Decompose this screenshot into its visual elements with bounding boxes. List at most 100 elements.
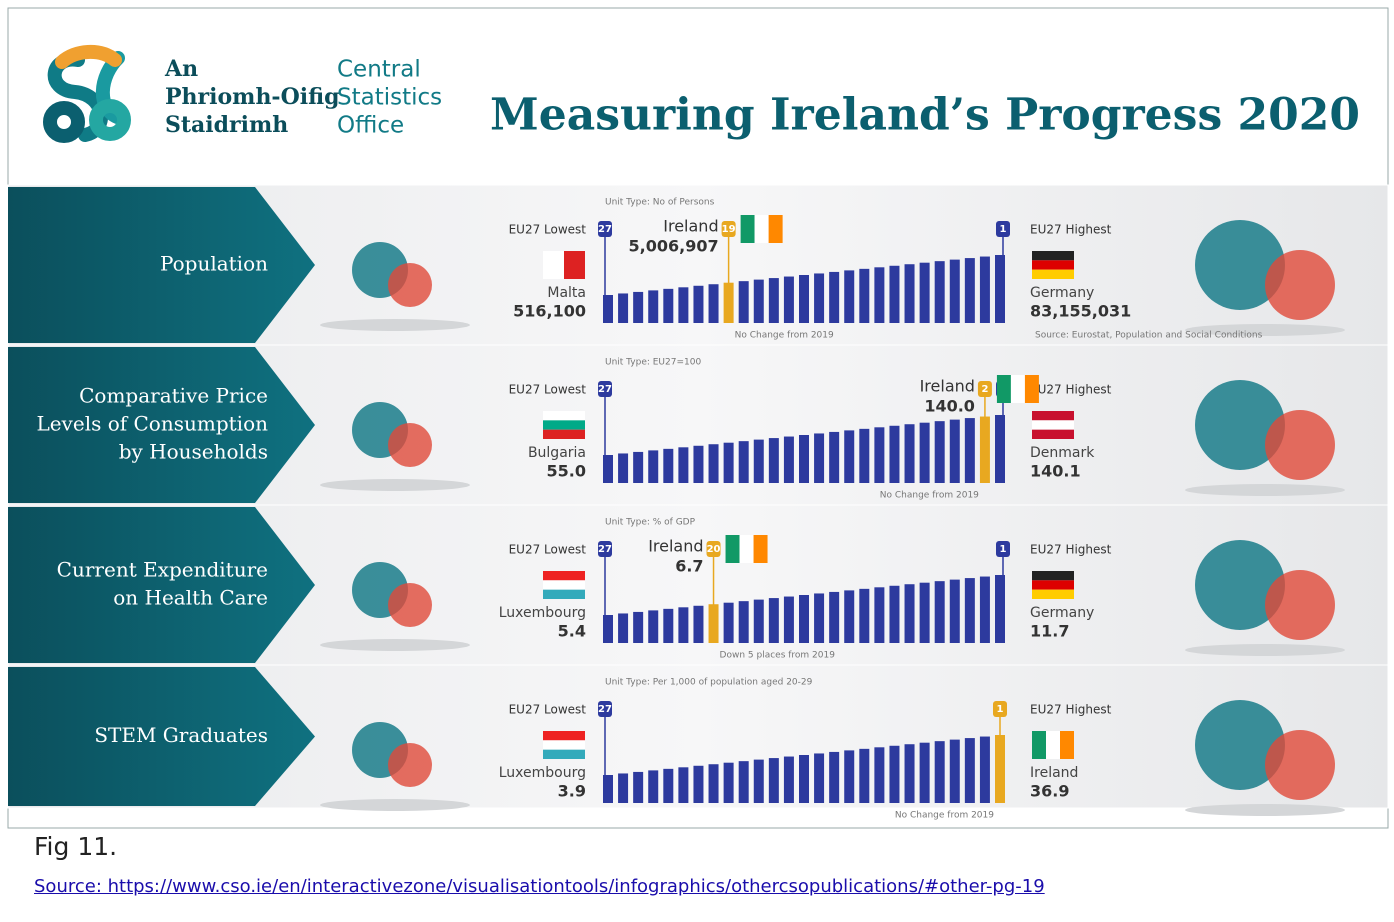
icon-shadow — [1185, 484, 1345, 496]
flag-stripe — [1032, 411, 1074, 420]
flag-stripe — [1032, 420, 1074, 429]
bar — [739, 601, 749, 643]
source-link[interactable]: Source: https://www.cso.ie/en/interactiv… — [34, 876, 1045, 897]
bar — [754, 760, 764, 803]
bar — [965, 738, 975, 803]
bar — [935, 581, 945, 643]
flag-stripe — [1046, 731, 1060, 759]
bar — [709, 284, 719, 323]
bar — [844, 430, 854, 483]
bar — [693, 446, 703, 483]
flag-stripe — [726, 535, 740, 563]
flag-stripe — [543, 420, 585, 429]
bar — [678, 607, 688, 643]
bar — [724, 603, 734, 643]
lowest-value: 5.4 — [558, 622, 586, 641]
logo-english: Statistics — [337, 85, 442, 111]
bar — [693, 766, 703, 803]
bar — [889, 586, 899, 643]
bar — [648, 290, 658, 323]
bar — [920, 583, 930, 643]
bar — [844, 750, 854, 803]
bar — [633, 452, 643, 483]
bar — [739, 441, 749, 483]
bar — [829, 272, 839, 323]
flag-stripe — [543, 750, 585, 759]
flag-stripe — [1032, 731, 1046, 759]
bar — [784, 757, 794, 803]
bar — [950, 260, 960, 323]
icon — [1265, 250, 1335, 320]
bar — [965, 418, 975, 483]
bar — [633, 292, 643, 323]
highest-country: Ireland — [1030, 765, 1078, 781]
bar — [905, 744, 915, 803]
bar — [950, 580, 960, 643]
bar — [754, 600, 764, 643]
bar — [769, 438, 779, 483]
lowest-value: 3.9 — [558, 782, 586, 801]
flag-stripe — [543, 571, 585, 580]
icon-shadow — [320, 799, 470, 811]
highest-label: EU27 Highest — [1030, 703, 1112, 717]
ireland-label: Ireland — [663, 217, 718, 236]
bar — [950, 420, 960, 483]
flag-stripe — [564, 251, 585, 279]
rank-number: 27 — [598, 224, 612, 235]
highest-country: Denmark — [1030, 445, 1095, 461]
unit-type: Unit Type: Per 1,000 of population aged … — [605, 678, 813, 688]
lowest-country: Bulgaria — [528, 445, 586, 461]
flag-stripe — [1025, 375, 1039, 403]
bar — [678, 287, 688, 323]
icon-shadow — [320, 319, 470, 331]
bar — [965, 258, 975, 323]
bar — [920, 423, 930, 483]
bar — [769, 758, 779, 803]
bar — [784, 597, 794, 643]
flag-stripe — [1032, 251, 1074, 260]
icon — [1265, 730, 1335, 800]
figure-label: Fig 11. — [34, 832, 117, 861]
bar — [648, 770, 658, 803]
bar — [905, 424, 915, 483]
bar — [618, 453, 628, 483]
title: Measuring Ireland’s Progress 2020 — [490, 90, 1360, 141]
row-label: on Health Care — [113, 586, 268, 610]
bar — [724, 763, 734, 803]
bar — [859, 749, 869, 803]
bar — [709, 764, 719, 803]
bar — [739, 281, 749, 323]
rank-number: 1 — [1000, 544, 1007, 555]
bar — [799, 435, 809, 483]
flag-stripe — [1032, 270, 1074, 279]
bar — [618, 293, 628, 323]
bar — [950, 740, 960, 803]
bar — [814, 593, 824, 643]
bar — [633, 612, 643, 643]
bar — [769, 278, 779, 323]
flag-stripe — [755, 215, 769, 243]
lowest-value: 55.0 — [547, 462, 586, 481]
highest-label: EU27 Highest — [1030, 543, 1112, 557]
unit-type: Unit Type: No of Persons — [605, 198, 715, 208]
bar — [905, 584, 915, 643]
icon — [388, 423, 432, 467]
bar — [799, 755, 809, 803]
bar — [678, 767, 688, 803]
bar — [859, 589, 869, 643]
row-label: Population — [160, 252, 268, 276]
flag-stripe — [543, 251, 564, 279]
flag-stripe — [741, 215, 755, 243]
infographic: AnPhriomh-OifigStaidrimhCentralStatistic… — [0, 0, 1394, 830]
icon — [388, 583, 432, 627]
bar — [980, 577, 990, 643]
flag-stripe — [543, 411, 585, 420]
bar — [663, 289, 673, 323]
bar — [784, 277, 794, 323]
highest-value: 36.9 — [1030, 782, 1069, 801]
highest-label: EU27 Highest — [1030, 223, 1112, 237]
lowest-label: EU27 Lowest — [509, 383, 587, 397]
bar — [693, 606, 703, 643]
rank-number: 1 — [1000, 224, 1007, 235]
bar — [693, 286, 703, 323]
